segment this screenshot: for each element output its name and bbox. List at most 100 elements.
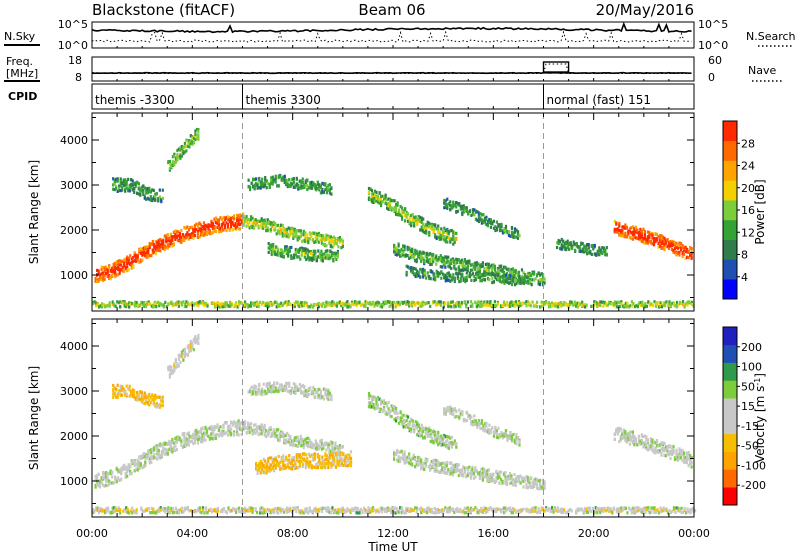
heatmap-cell <box>640 230 643 234</box>
heatmap-cell <box>183 352 186 356</box>
heatmap-cell <box>668 300 671 304</box>
heatmap-cell <box>278 439 281 443</box>
heatmap-cell <box>180 235 183 240</box>
heatmap-cell <box>492 264 495 268</box>
heatmap-cell <box>453 279 456 284</box>
heatmap-cell <box>453 203 456 208</box>
heatmap-cell <box>434 233 437 237</box>
heatmap-cell <box>531 300 534 304</box>
heatmap-cell <box>516 273 519 277</box>
heatmap-cell <box>571 246 574 251</box>
heatmap-cell <box>381 303 384 307</box>
heatmap-cell <box>186 301 189 305</box>
heatmap-cell <box>387 197 390 201</box>
heatmap-cell <box>448 262 451 266</box>
heatmap-cell <box>483 216 486 220</box>
heatmap-cell <box>321 252 324 256</box>
heatmap-cell <box>253 221 256 225</box>
heatmap-cell <box>261 183 264 187</box>
heatmap-cell <box>434 278 437 282</box>
heatmap-cell <box>599 303 602 307</box>
heatmap-cell <box>231 222 234 226</box>
heatmap-cell <box>491 281 494 285</box>
heatmap-cell <box>623 303 626 307</box>
heatmap-cell <box>285 250 288 254</box>
heatmap-cell <box>605 303 608 307</box>
heatmap-cell <box>154 240 157 244</box>
heatmap-cell <box>502 265 506 269</box>
heatmap-cell <box>412 256 415 260</box>
heatmap-cell <box>168 162 171 166</box>
heatmap-cell <box>457 268 460 272</box>
heatmap-cell <box>105 479 108 483</box>
heatmap-cell <box>440 237 443 241</box>
heatmap-cell <box>262 226 265 230</box>
heatmap-cell <box>450 237 453 241</box>
station-title: Blackstone (fitACF) <box>92 1 235 19</box>
heatmap-cell <box>128 305 131 309</box>
heatmap-cell <box>145 187 148 191</box>
heatmap-cell <box>253 186 256 190</box>
heatmap-cell <box>145 456 148 460</box>
heatmap-cell <box>117 263 120 267</box>
heatmap-cell <box>139 456 142 461</box>
heatmap-cell <box>95 304 98 308</box>
heatmap-cell <box>248 226 251 230</box>
heatmap-cell <box>301 232 304 236</box>
heatmap-cell <box>225 421 228 425</box>
heatmap-cell <box>473 208 476 212</box>
heatmap-cell <box>157 404 160 408</box>
heatmap-cell <box>124 189 127 193</box>
heatmap-cell <box>480 274 483 278</box>
heatmap-cell <box>182 149 185 153</box>
heatmap-cell <box>196 224 199 228</box>
heatmap-cell <box>245 218 248 222</box>
heatmap-cell <box>667 244 671 248</box>
heatmap-cell <box>162 449 165 453</box>
heatmap-cell <box>618 222 621 226</box>
heatmap-cell <box>423 251 426 255</box>
heatmap-cell <box>372 195 375 199</box>
heatmap-cell <box>166 246 169 250</box>
heatmap-cell <box>414 218 417 222</box>
heatmap-cell <box>341 301 344 305</box>
heatmap-cell <box>126 265 129 269</box>
heatmap-cell <box>247 218 250 222</box>
heatmap-cell <box>405 273 408 277</box>
heatmap-cell <box>462 263 465 267</box>
heatmap-cell <box>111 300 114 304</box>
heatmap-cell <box>443 273 446 277</box>
heatmap-cell <box>308 256 311 260</box>
heatmap-cell <box>314 240 317 244</box>
heatmap-cell <box>253 301 256 305</box>
heatmap-cell <box>331 444 334 448</box>
heatmap-cell <box>132 303 135 307</box>
heatmap-cell <box>180 439 183 443</box>
heatmap-cell <box>281 303 284 307</box>
heatmap-cell <box>205 433 209 437</box>
heatmap-cell <box>192 233 195 238</box>
heatmap-cell <box>599 248 602 252</box>
heatmap-cell <box>486 303 489 307</box>
heatmap-cell <box>381 305 384 309</box>
heatmap-cell <box>663 236 666 240</box>
heatmap-cell <box>177 364 180 368</box>
heatmap-cell <box>214 216 218 220</box>
heatmap-cell <box>290 256 293 260</box>
heatmap-cell <box>124 267 127 271</box>
heatmap-cell <box>329 303 332 308</box>
heatmap-cell <box>399 302 402 306</box>
heatmap-cell <box>449 273 452 277</box>
heatmap-cell <box>394 305 397 309</box>
heatmap-cell <box>126 302 129 306</box>
heatmap-cell <box>340 452 343 456</box>
heatmap-cell <box>523 301 527 305</box>
heatmap-cell <box>226 225 230 229</box>
heatmap-cell <box>266 433 269 437</box>
heatmap-cell <box>158 301 161 305</box>
heatmap-cell <box>191 140 194 144</box>
heatmap-cell <box>140 394 143 399</box>
heatmap-cell <box>133 459 136 463</box>
heatmap-cell <box>307 304 310 308</box>
heatmap-cell <box>310 186 313 190</box>
